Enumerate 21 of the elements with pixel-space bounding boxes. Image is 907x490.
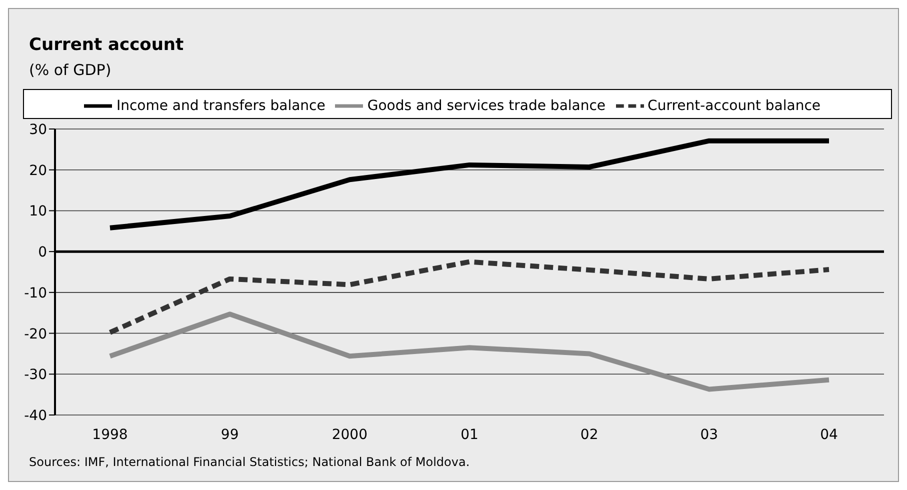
legend-label: Goods and services trade balance [367, 98, 606, 114]
chart-subtitle: (% of GDP) [29, 61, 112, 79]
legend-label: Current-account balance [648, 98, 821, 114]
y-tick-label: -10 [24, 285, 47, 302]
y-tick-label: 30 [29, 122, 47, 138]
x-tick-label: 02 [580, 426, 598, 443]
y-tick-label: -40 [24, 408, 47, 424]
y-tick-label: 0 [38, 244, 47, 261]
chart-title: Current account [29, 35, 184, 55]
y-tick-label: 20 [29, 162, 47, 179]
y-tick-label: 10 [29, 204, 47, 220]
legend-label: Income and transfers balance [116, 98, 326, 114]
x-tick-label: 99 [220, 426, 239, 443]
y-tick-label: -30 [24, 367, 47, 384]
source-note: Sources: IMF, International Financial Statistics; National Bank of Moldova. [29, 455, 470, 469]
x-tick-label: 03 [700, 426, 718, 443]
y-tick-label: -20 [24, 326, 47, 342]
x-tick-label: 01 [460, 426, 478, 443]
x-tick-label: 04 [820, 426, 838, 443]
x-tick-label: 1998 [92, 426, 128, 443]
x-tick-label: 2000 [332, 426, 368, 443]
